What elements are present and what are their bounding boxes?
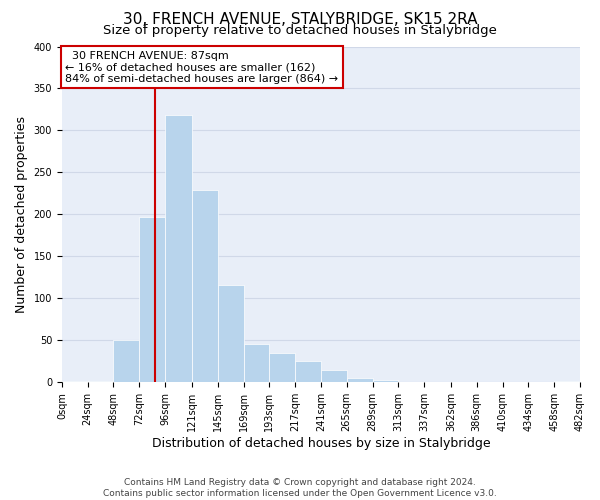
Bar <box>347 378 373 382</box>
Bar <box>269 353 295 382</box>
Bar <box>218 285 244 382</box>
Bar <box>192 190 218 382</box>
Bar <box>139 217 165 382</box>
Y-axis label: Number of detached properties: Number of detached properties <box>15 116 28 313</box>
Text: Size of property relative to detached houses in Stalybridge: Size of property relative to detached ho… <box>103 24 497 37</box>
Text: Contains HM Land Registry data © Crown copyright and database right 2024.
Contai: Contains HM Land Registry data © Crown c… <box>103 478 497 498</box>
Bar <box>373 380 398 382</box>
Bar <box>244 344 269 382</box>
Bar <box>321 370 347 382</box>
Text: 30, FRENCH AVENUE, STALYBRIDGE, SK15 2RA: 30, FRENCH AVENUE, STALYBRIDGE, SK15 2RA <box>123 12 477 28</box>
X-axis label: Distribution of detached houses by size in Stalybridge: Distribution of detached houses by size … <box>152 437 490 450</box>
Bar <box>295 362 321 382</box>
Bar <box>113 340 139 382</box>
Bar <box>554 380 580 382</box>
Text: 30 FRENCH AVENUE: 87sqm
← 16% of detached houses are smaller (162)
84% of semi-d: 30 FRENCH AVENUE: 87sqm ← 16% of detache… <box>65 50 338 84</box>
Bar <box>88 380 113 382</box>
Bar <box>165 114 192 382</box>
Bar <box>62 380 88 382</box>
